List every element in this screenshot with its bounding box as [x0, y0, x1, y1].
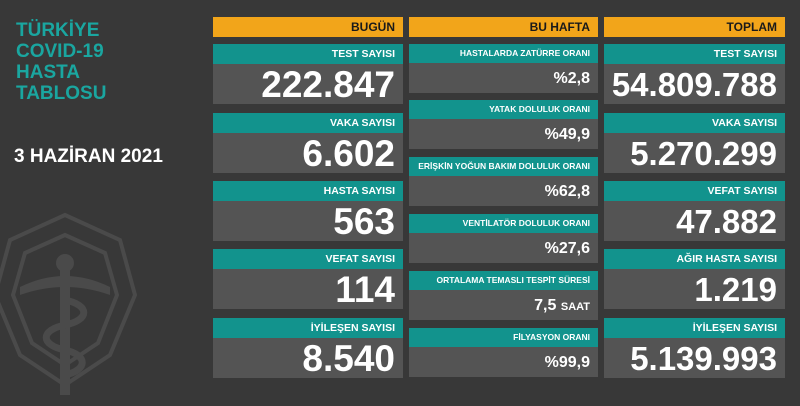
- week-header: BU HAFTA: [409, 17, 598, 37]
- card-label: VEFAT SAYISI: [213, 249, 403, 269]
- total-recovered-card: İYİLEŞEN SAYISI 5.139.993: [604, 318, 785, 378]
- card-value: 54.809.788: [604, 64, 785, 104]
- card-label: VENTİLATÖR DOLULUK ORANI: [409, 214, 598, 233]
- card-label: İYİLEŞEN SAYISI: [604, 318, 785, 338]
- card-label: HASTA SAYISI: [213, 181, 403, 201]
- card-value: 114: [213, 269, 403, 310]
- card-value: 5.139.993: [604, 338, 785, 378]
- title-line: COVID-19: [16, 41, 104, 62]
- card-label: VAKA SAYISI: [213, 113, 403, 133]
- card-label: VEFAT SAYISI: [604, 181, 785, 201]
- total-death-card: VEFAT SAYISI 47.882: [604, 181, 785, 241]
- card-label: HASTALARDA ZATÜRRE ORANI: [409, 44, 598, 63]
- today-death-card: VEFAT SAYISI 114: [213, 249, 403, 310]
- today-header: BUGÜN: [213, 17, 403, 37]
- total-severe-card: AĞIR HASTA SAYISI 1.219: [604, 249, 785, 309]
- week-pneumonia-card: HASTALARDA ZATÜRRE ORANI %2,8: [409, 44, 598, 93]
- today-case-card: VAKA SAYISI 6.602: [213, 113, 403, 174]
- card-label: FİLYASYON ORANI: [409, 328, 598, 347]
- title-line: HASTA: [16, 62, 81, 83]
- total-case-card: VAKA SAYISI 5.270.299: [604, 113, 785, 173]
- card-value: 6.602: [213, 133, 403, 174]
- card-label: AĞIR HASTA SAYISI: [604, 249, 785, 269]
- today-test-card: TEST SAYISI 222.847: [213, 44, 403, 105]
- week-column: BU HAFTA HASTALARDA ZATÜRRE ORANI %2,8 Y…: [409, 17, 598, 377]
- card-value: 47.882: [604, 201, 785, 241]
- card-value: 8.540: [213, 338, 403, 379]
- title-line: TABLOSU: [16, 83, 107, 104]
- card-value: %49,9: [409, 119, 598, 149]
- week-icu-occupancy-card: ERİŞKİN YOĞUN BAKIM DOLULUK ORANI %62,8: [409, 157, 598, 206]
- card-value: 5.270.299: [604, 133, 785, 173]
- card-value: %62,8: [409, 176, 598, 206]
- card-value-unit: SAAT: [560, 301, 590, 313]
- card-value: 7,5 SAAT: [409, 290, 598, 320]
- card-value: %27,6: [409, 233, 598, 263]
- health-ministry-emblem-icon: [0, 212, 138, 395]
- report-date: 3 HAZİRAN 2021: [14, 146, 163, 167]
- card-label: ORTALAMA TEMASLI TESPİT SÜRESİ: [409, 271, 598, 290]
- card-label: TEST SAYISI: [213, 44, 403, 64]
- card-label: ERİŞKİN YOĞUN BAKIM DOLULUK ORANI: [409, 157, 598, 176]
- total-test-card: TEST SAYISI 54.809.788: [604, 44, 785, 104]
- total-column: TOPLAM TEST SAYISI 54.809.788 VAKA SAYIS…: [604, 17, 785, 378]
- card-label: VAKA SAYISI: [604, 113, 785, 133]
- infographic-title: TÜRKİYE COVID-19 HASTA TABLOSU: [16, 20, 106, 104]
- today-column: BUGÜN TEST SAYISI 222.847 VAKA SAYISI 6.…: [213, 17, 403, 379]
- week-ventilator-card: VENTİLATÖR DOLULUK ORANI %27,6: [409, 214, 598, 263]
- card-label: TEST SAYISI: [604, 44, 785, 64]
- card-value-number: 7,5: [534, 297, 557, 314]
- card-value: 1.219: [604, 269, 785, 309]
- card-value: %99,9: [409, 347, 598, 377]
- week-contact-tracing-card: ORTALAMA TEMASLI TESPİT SÜRESİ 7,5 SAAT: [409, 271, 598, 320]
- card-label: YATAK DOLULUK ORANI: [409, 100, 598, 119]
- week-filiation-card: FİLYASYON ORANI %99,9: [409, 328, 598, 377]
- week-bed-occupancy-card: YATAK DOLULUK ORANI %49,9: [409, 100, 598, 149]
- title-line: TÜRKİYE: [16, 20, 100, 41]
- today-recovered-card: İYİLEŞEN SAYISI 8.540: [213, 318, 403, 379]
- today-patient-card: HASTA SAYISI 563: [213, 181, 403, 242]
- card-value: %2,8: [409, 63, 598, 93]
- total-header: TOPLAM: [604, 17, 785, 37]
- card-value: 563: [213, 201, 403, 242]
- card-value: 222.847: [213, 64, 403, 105]
- card-label: İYİLEŞEN SAYISI: [213, 318, 403, 338]
